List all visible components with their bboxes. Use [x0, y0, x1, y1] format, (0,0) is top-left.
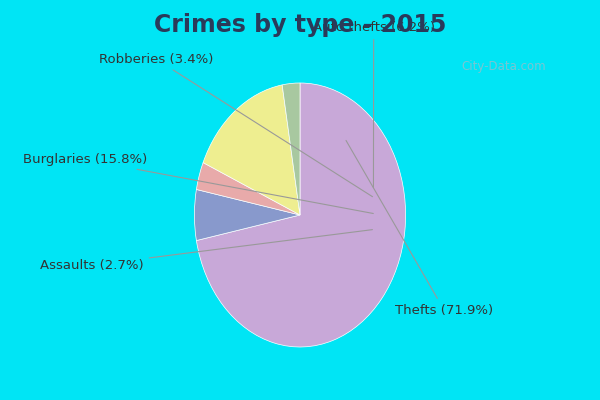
- Text: Robberies (3.4%): Robberies (3.4%): [99, 53, 373, 197]
- Wedge shape: [282, 83, 300, 215]
- Text: Crimes by type - 2015: Crimes by type - 2015: [154, 13, 446, 37]
- Wedge shape: [203, 85, 300, 215]
- Text: Auto thefts (6.2%): Auto thefts (6.2%): [313, 21, 434, 188]
- Wedge shape: [194, 190, 300, 240]
- Text: Burglaries (15.8%): Burglaries (15.8%): [23, 153, 373, 214]
- Wedge shape: [196, 83, 406, 347]
- Text: City-Data.com: City-Data.com: [461, 60, 547, 73]
- Wedge shape: [196, 162, 300, 215]
- Text: Thefts (71.9%): Thefts (71.9%): [346, 140, 493, 316]
- Text: Assaults (2.7%): Assaults (2.7%): [40, 230, 373, 272]
